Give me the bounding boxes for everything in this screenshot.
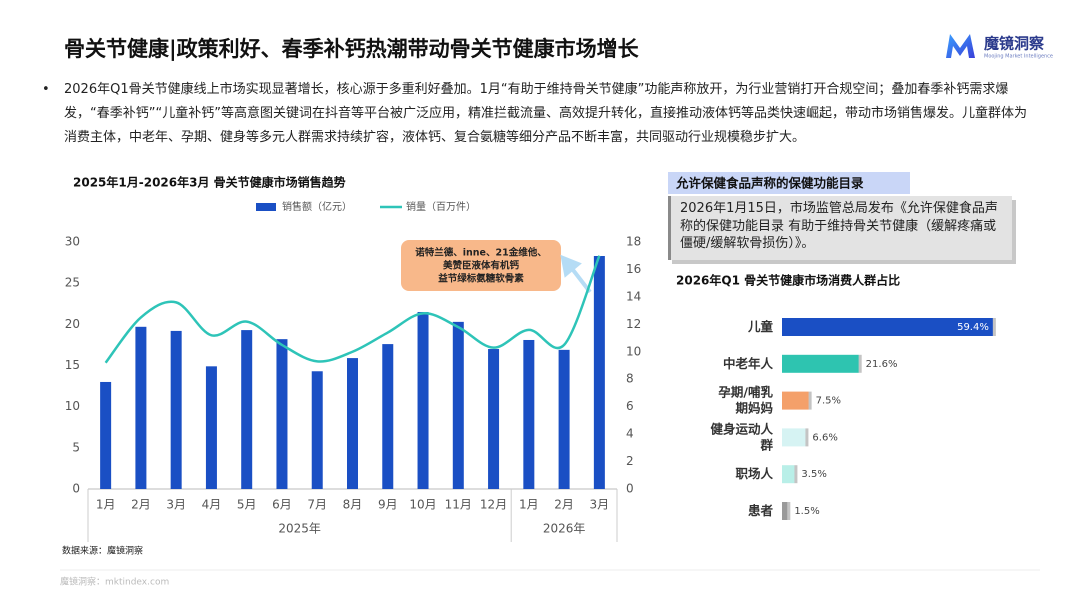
x-tick-label: 1月 [519,498,539,512]
logo-subtext: Moojing Market Intelligence [984,54,1053,60]
bar [782,502,788,520]
y-tick-label: 健身运动人群 [710,421,773,452]
y-tick-label: 职场人 [735,466,773,481]
x-tick-label: 2月 [554,498,574,512]
summary: 2026年Q1骨关节健康线上市场实现显著增长，核心源于多重利好叠加。1月“有助于… [42,78,1032,150]
source: 数据来源：魔镜洞察 [62,545,143,557]
x-tick-label: 3月 [590,498,610,512]
y2-tick-label: 6 [626,399,634,413]
bar [417,311,429,489]
x-tick-label: 8月 [343,498,363,512]
chart-title: 2026年Q1 骨关节健康市场消费人群占比 [676,273,900,288]
bar [276,339,288,489]
y2-tick-label: 14 [626,289,641,303]
bar [558,349,570,489]
note-title: 允许保健食品声称的保健功能目录 [675,176,864,191]
y-tick-label: 10 [65,399,80,413]
y-tick-label: 0 [72,482,80,496]
bar-shade [787,502,791,520]
bar [782,465,795,484]
logo-mark [946,34,975,58]
bar [311,371,323,489]
y2-tick-label: 10 [626,344,641,358]
x-tick-label: 5月 [237,498,257,512]
annotation-box [401,240,561,291]
legend-label: 销量（百万件） [406,200,476,213]
logo-text: 魔镜洞察 [984,35,1045,53]
y-tick-label: 儿童 [747,319,774,334]
bar [241,330,253,489]
y2-tick-label: 4 [626,427,634,441]
bar-shade [858,354,862,373]
bar [782,318,993,336]
bar-shade [805,428,809,447]
annotation-arrow [560,254,592,294]
y-tick-label: 孕期/哺乳期妈妈 [718,384,773,415]
y2-tick-label: 8 [626,372,634,386]
line [104,255,601,364]
bar-shade [794,465,798,484]
group-label: 2026年 [543,522,586,536]
bar-shade [992,318,996,336]
bar [347,358,358,489]
y-tick-label: 25 [65,276,80,290]
note-body: 2026年1月15日，市场监管总局发布《允许保健食品声称的保健功能目录 有助于维… [680,201,998,251]
x-tick-label: 6月 [272,498,292,512]
y-tick-label: 20 [65,317,80,331]
page-title: 骨关节健康|政策利好、春季补钙热潮带动骨关节健康市场增长 [64,37,640,62]
annotation: 诺特兰德、inne、21金维他、 [415,247,546,259]
bar-shade [808,391,812,410]
bar [523,339,535,489]
note-header [668,172,910,194]
y-tick-label: 15 [65,358,80,372]
x-tick-label: 2月 [131,498,151,512]
x-tick-label: 9月 [378,498,398,512]
legend-swatch [256,203,276,211]
y2-tick-label: 18 [626,235,641,249]
footer: 魔镜洞察：mktindex.com [60,576,169,588]
group-label: 2025年 [278,522,321,536]
bar [170,330,182,489]
x-tick-label: 11月 [445,498,472,512]
x-tick-label: 12月 [480,498,507,512]
x-tick-label: 7月 [307,498,327,512]
bar [382,344,394,489]
bar [452,321,464,489]
x-tick-label: 10月 [409,498,436,512]
bar [782,354,859,373]
y-tick-label: 患者 [748,503,774,518]
legend-label: 销售额（亿元） [282,200,352,213]
note-border [668,196,671,260]
value-label: 1.5% [794,506,819,517]
value-label: 6.6% [812,432,837,443]
value-label: 7.5% [816,396,841,407]
y-tick-label: 中老年人 [723,355,774,370]
y-tick-label: 5 [72,440,80,454]
bar [135,326,147,489]
chart-title: 2025年1月-2026年3月 骨关节健康市场销售趋势 [73,175,346,190]
bar [593,255,605,489]
bar [782,428,806,447]
x-tick-label: 1月 [96,498,116,512]
y2-tick-label: 16 [626,262,641,276]
value-label: 3.5% [801,469,826,480]
y2-tick-label: 0 [626,482,634,496]
annotation: 美赞臣液体有机钙 [442,260,520,272]
x-tick-label: 3月 [166,498,186,512]
bar [205,366,217,489]
y2-tick-label: 2 [626,454,634,468]
value-label: 21.6% [866,359,898,370]
annotation: 益节绿标氨糖软骨素 [438,273,524,285]
bar [782,391,809,410]
x-tick-label: 4月 [202,498,222,512]
bar [100,381,112,489]
value-label: 59.4% [957,322,989,333]
y2-tick-label: 12 [626,317,641,331]
bar [488,349,500,489]
note-box [668,196,1012,260]
y-tick-label: 30 [65,235,80,249]
